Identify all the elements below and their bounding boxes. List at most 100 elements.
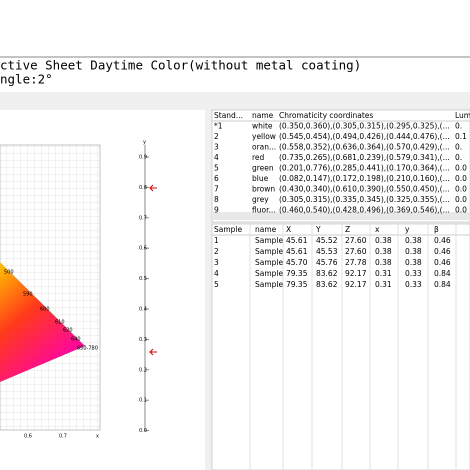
cell: yellow <box>252 132 276 141</box>
y-axis-label: y <box>143 140 146 146</box>
cell: 5 <box>214 164 219 173</box>
slider-tick-label: 0.0 <box>139 428 147 434</box>
column-header: X <box>286 225 291 234</box>
cell: 4 <box>214 153 219 162</box>
cell: Sample <box>255 269 284 278</box>
cell: 0. <box>455 153 462 162</box>
cell: (0.305,0.315),(0.335,0.345),(0.325,0.355… <box>279 195 450 204</box>
cell: 6 <box>214 174 219 183</box>
scrollbar[interactable] <box>212 212 470 220</box>
cell: 27.60 <box>345 236 367 245</box>
slider-tick-label: 0.8 <box>139 185 147 191</box>
cell: 3 <box>214 258 219 267</box>
cell: 0.46 <box>434 247 451 256</box>
x-axis-label: 0.7 <box>59 434 67 440</box>
cell: 83.62 <box>316 280 338 289</box>
cell: Sample <box>255 258 284 267</box>
slider-tick-label: 0.1 <box>139 398 147 404</box>
cell: (0.735,0.265),(0.681,0.239),(0.579,0.341… <box>279 153 450 162</box>
color-triangle <box>0 262 85 382</box>
top-area <box>0 0 470 56</box>
cell: Sample <box>255 280 284 289</box>
cell: 83.62 <box>316 269 338 278</box>
cell: blue <box>252 174 269 183</box>
cell: 3 <box>214 143 219 152</box>
cell: 0.0 <box>455 185 467 194</box>
cell: 0.33 <box>405 280 422 289</box>
cell: Sample <box>255 247 284 256</box>
wavelength-label: 610 <box>55 320 65 326</box>
x-axis-label: x <box>96 434 99 440</box>
cell: 7 <box>214 185 219 194</box>
slider-marker[interactable] <box>149 348 157 356</box>
slider-tick-label: 0.6 <box>139 246 147 252</box>
subtitle: ngle:2° <box>0 72 53 87</box>
slider-tick-label: 0.5 <box>139 276 147 282</box>
cell: 0.38 <box>405 247 422 256</box>
cell: 79.35 <box>286 280 308 289</box>
cell: oran... <box>252 143 276 152</box>
slider-marker[interactable] <box>149 184 157 192</box>
column-header: Chromaticity coordinates <box>279 111 373 120</box>
wavelength-label: 650-780 <box>77 346 98 352</box>
cell: (0.460,0.540),(0.428,0.496),(0.369,0.546… <box>279 206 450 215</box>
cell: 0.1 <box>455 132 467 141</box>
cell: 92.17 <box>345 280 367 289</box>
cell: (0.545,0.454),(0.494,0.426),(0.444,0.476… <box>279 132 450 141</box>
cell: (0.350,0.360),(0.305,0.315),(0.295,0.325… <box>279 122 450 131</box>
cell: fluor... <box>252 206 276 215</box>
cell: 0.38 <box>405 236 422 245</box>
cell: 0.46 <box>434 236 451 245</box>
cell: 0.38 <box>375 236 392 245</box>
column-header: y <box>405 225 410 234</box>
cell: 45.61 <box>286 236 308 245</box>
cell: brown <box>252 185 275 194</box>
slider-tick-label: 0.3 <box>139 337 147 343</box>
cell: 0.0 <box>455 174 467 183</box>
cell: 0.38 <box>375 247 392 256</box>
cell: 5 <box>214 280 219 289</box>
column-header: Sample <box>214 225 243 234</box>
slider-tick-label: 0.7 <box>139 215 147 221</box>
column-header: x <box>375 225 380 234</box>
column-header: Y <box>315 225 321 234</box>
title: ctive Sheet Daytime Color(without metal … <box>0 58 361 73</box>
column-header: name <box>255 225 277 234</box>
cell: 0. <box>455 143 462 152</box>
cell: 0.84 <box>434 280 451 289</box>
standards-table <box>211 109 470 223</box>
column-header: name <box>252 111 274 120</box>
cell: 0.0 <box>455 195 467 204</box>
cell: 45.53 <box>316 247 338 256</box>
cell: 0.46 <box>434 258 451 267</box>
cell: (0.430,0.340),(0.610,0.390),(0.550,0.450… <box>279 185 450 194</box>
column-header: Stand... <box>214 111 243 120</box>
cell: 0.33 <box>405 269 422 278</box>
cell: (0.082,0.147),(0.172,0.198),(0.210,0.160… <box>279 174 450 183</box>
cell: 27.78 <box>345 258 367 267</box>
cell: 27.60 <box>345 247 367 256</box>
samples-table <box>211 223 470 470</box>
cell: Sample <box>255 236 284 245</box>
cell: *1 <box>214 122 223 131</box>
cell: 4 <box>214 269 219 278</box>
cell: 0.38 <box>405 258 422 267</box>
cell: (0.558,0.352),(0.636,0.364),(0.570,0.429… <box>279 143 450 152</box>
cell: 79.35 <box>286 269 308 278</box>
slider-tick-label: 0.4 <box>139 307 147 313</box>
cell: 0.84 <box>434 269 451 278</box>
cell: 0.31 <box>375 280 392 289</box>
wavelength-label: 600 <box>40 307 50 313</box>
column-header: Z <box>345 225 350 234</box>
cell: 45.52 <box>316 236 338 245</box>
wavelength-label: 620 <box>63 328 73 334</box>
cell: 45.76 <box>316 258 338 267</box>
cell: 0.0 <box>455 206 467 215</box>
cell: 8 <box>214 195 219 204</box>
column-header: Lum <box>455 111 470 120</box>
wavelength-label: 590 <box>23 292 33 298</box>
slider-tick-label: 0.2 <box>139 367 147 373</box>
x-axis-label: 0.6 <box>24 434 32 440</box>
cell: 92.17 <box>345 269 367 278</box>
